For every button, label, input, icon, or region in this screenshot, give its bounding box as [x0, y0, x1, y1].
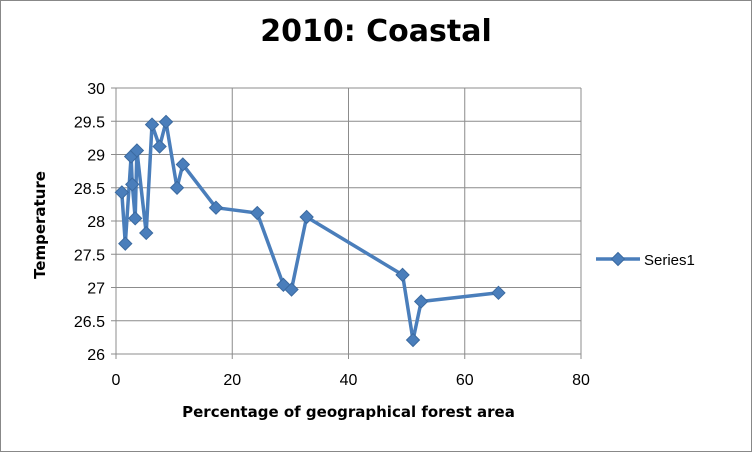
data-point [127, 211, 143, 226]
y-tick-label: 29 [87, 148, 105, 165]
chart-title: 2010: Coastal [260, 14, 492, 49]
x-tick-label: 60 [456, 372, 474, 389]
y-tick-label: 29.5 [74, 114, 105, 131]
data-point [250, 205, 265, 221]
legend-marker [610, 251, 626, 267]
data-point [152, 139, 167, 154]
data-point [158, 114, 174, 130]
data-point [175, 157, 191, 172]
legend: Series1 [596, 251, 695, 269]
data-point [299, 209, 314, 225]
data-point [169, 180, 185, 195]
y-tick-label: 28.5 [74, 181, 105, 198]
y-tick-label: 27.5 [74, 247, 105, 264]
data-point [129, 143, 145, 158]
data-point [144, 117, 160, 132]
legend-label: Series1 [644, 252, 695, 269]
data-point [405, 332, 421, 348]
y-tick-label: 26.5 [74, 314, 105, 331]
data-point [125, 177, 140, 192]
y-tick-label: 26 [87, 347, 105, 364]
y-tick-label: 27 [87, 281, 105, 298]
data-point [208, 200, 224, 215]
x-axis-label: Percentage of geographical forest area [182, 403, 515, 421]
x-tick-label: 0 [112, 372, 121, 389]
x-tick-label: 80 [572, 372, 590, 389]
data-point [413, 294, 429, 309]
data-point [114, 185, 130, 200]
y-tick-label: 28 [87, 214, 105, 231]
data-point [395, 267, 410, 283]
data-point [491, 285, 506, 301]
data-point [139, 225, 154, 241]
data-point [118, 236, 133, 251]
y-tick-label: 30 [87, 81, 105, 98]
data-point [284, 282, 299, 297]
x-tick-label: 20 [223, 372, 241, 389]
x-tick-label: 40 [340, 372, 358, 389]
